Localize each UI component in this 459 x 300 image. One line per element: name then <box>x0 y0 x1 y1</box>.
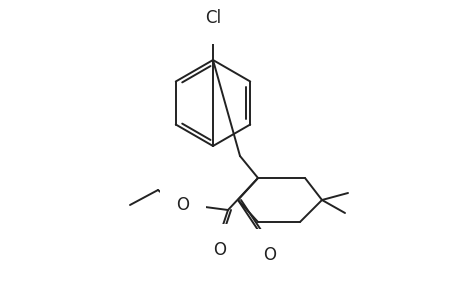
Text: Cl: Cl <box>205 9 221 27</box>
Text: O: O <box>213 241 226 259</box>
Text: O: O <box>263 246 276 264</box>
Text: O: O <box>176 196 189 214</box>
